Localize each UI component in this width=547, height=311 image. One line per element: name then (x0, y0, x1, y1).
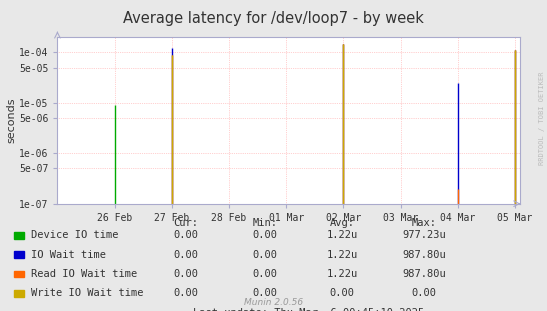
Text: 1.22u: 1.22u (326, 250, 358, 260)
Text: 977.23u: 977.23u (402, 230, 446, 240)
Text: Device IO time: Device IO time (31, 230, 119, 240)
Text: 0.00: 0.00 (173, 269, 199, 279)
Text: Write IO Wait time: Write IO Wait time (31, 288, 144, 298)
Text: Avg:: Avg: (329, 218, 354, 228)
Text: Average latency for /dev/loop7 - by week: Average latency for /dev/loop7 - by week (123, 11, 424, 26)
Text: IO Wait time: IO Wait time (31, 250, 106, 260)
Text: 0.00: 0.00 (253, 250, 278, 260)
Text: 0.00: 0.00 (253, 230, 278, 240)
Text: Munin 2.0.56: Munin 2.0.56 (244, 298, 303, 307)
Text: Read IO Wait time: Read IO Wait time (31, 269, 137, 279)
Text: 0.00: 0.00 (173, 250, 199, 260)
Text: 1.22u: 1.22u (326, 269, 358, 279)
Text: Max:: Max: (411, 218, 437, 228)
Text: 987.80u: 987.80u (402, 250, 446, 260)
Text: 987.80u: 987.80u (402, 269, 446, 279)
Text: Min:: Min: (253, 218, 278, 228)
Text: 0.00: 0.00 (253, 288, 278, 298)
Text: 0.00: 0.00 (253, 269, 278, 279)
Y-axis label: seconds: seconds (6, 98, 16, 143)
Text: 0.00: 0.00 (329, 288, 354, 298)
Text: Cur:: Cur: (173, 218, 199, 228)
Text: 0.00: 0.00 (411, 288, 437, 298)
Text: 0.00: 0.00 (173, 230, 199, 240)
Text: 0.00: 0.00 (173, 288, 199, 298)
Text: Last update: Thu Mar  6 00:45:10 2025: Last update: Thu Mar 6 00:45:10 2025 (194, 308, 424, 311)
Text: 1.22u: 1.22u (326, 230, 358, 240)
Text: RRDTOOL / TOBI OETIKER: RRDTOOL / TOBI OETIKER (539, 72, 545, 165)
